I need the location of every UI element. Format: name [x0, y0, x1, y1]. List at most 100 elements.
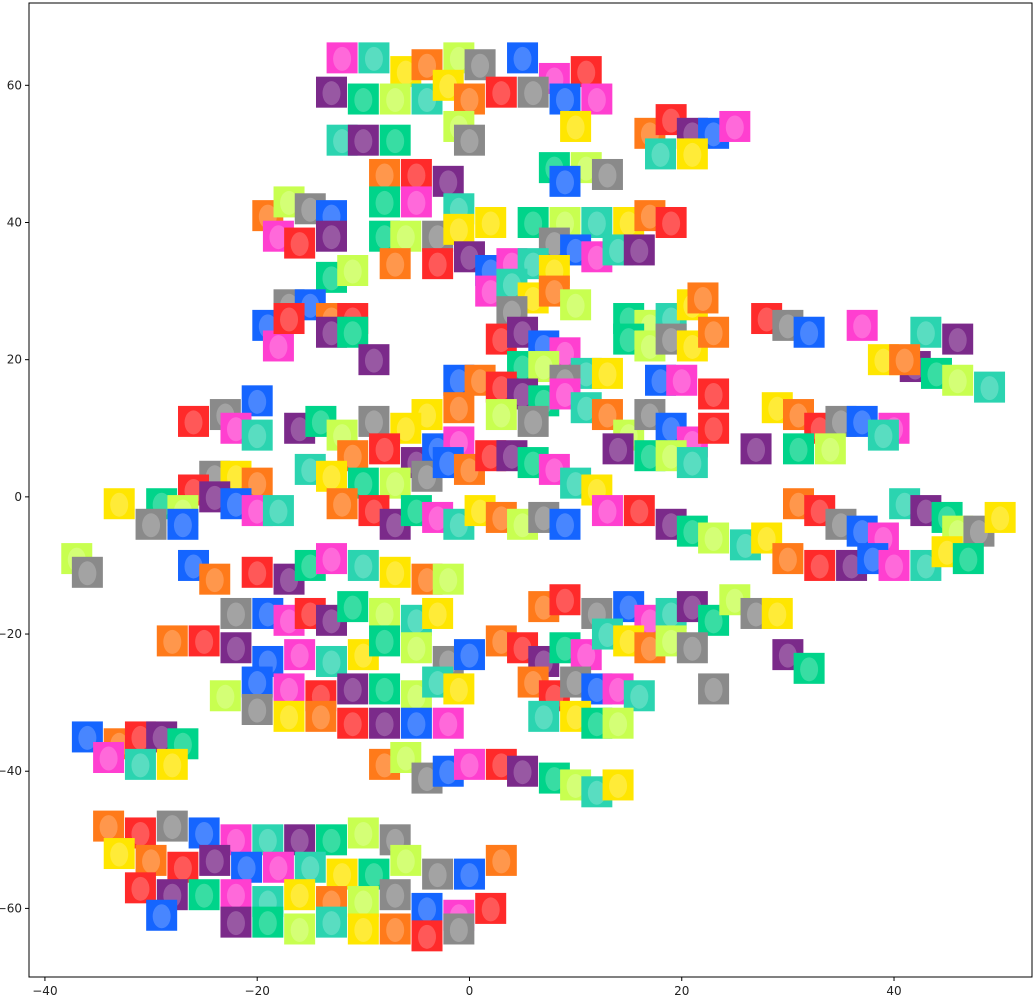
face-thumbnail — [347, 817, 379, 849]
face-thumbnail-highlight — [704, 382, 723, 407]
face-thumbnail-highlight — [226, 492, 245, 517]
face-thumbnail-highlight — [333, 863, 352, 888]
face-thumbnail — [974, 371, 1006, 403]
face-thumbnail — [124, 872, 156, 904]
face-thumbnail — [602, 707, 634, 739]
face-thumbnail-highlight — [237, 856, 256, 881]
face-thumbnail-highlight — [375, 712, 394, 737]
face-thumbnail — [602, 433, 634, 465]
face-thumbnail-highlight — [375, 190, 394, 215]
face-thumbnail — [432, 707, 464, 739]
face-thumbnail — [188, 817, 220, 849]
face-thumbnail-highlight — [248, 499, 267, 524]
face-thumbnail — [262, 851, 294, 883]
face-thumbnail-highlight — [343, 321, 362, 346]
face-thumbnail-highlight — [449, 369, 468, 394]
face-thumbnail-highlight — [333, 492, 352, 517]
face-thumbnail — [676, 138, 708, 170]
face-thumbnail — [379, 248, 411, 280]
face-thumbnail-highlight — [428, 602, 447, 627]
face-thumbnail — [602, 769, 634, 801]
face-thumbnail-highlight — [333, 129, 352, 154]
face-thumbnail — [252, 906, 284, 938]
face-thumbnail — [199, 844, 231, 876]
face-thumbnail-highlight — [693, 286, 712, 311]
face-thumbnail — [315, 76, 347, 108]
face-thumbnail-highlight — [810, 554, 829, 579]
face-thumbnail-highlight — [449, 677, 468, 702]
face-thumbnail-highlight — [184, 554, 203, 579]
face-thumbnail-highlight — [142, 849, 161, 874]
face-thumbnail-highlight — [226, 602, 245, 627]
face-thumbnail-highlight — [842, 554, 861, 579]
face-thumbnail-highlight — [301, 197, 320, 222]
face-thumbnail-highlight — [280, 705, 299, 730]
x-tick-label: 40 — [886, 984, 901, 998]
face-thumbnail-highlight — [418, 897, 437, 922]
face-thumbnail — [698, 522, 730, 554]
y-tick-label: −60 — [0, 901, 22, 915]
face-thumbnail — [209, 680, 241, 712]
face-thumbnail-highlight — [322, 547, 341, 572]
face-thumbnail-highlight — [481, 211, 500, 236]
face-thumbnail — [358, 42, 390, 74]
y-tick-label: 40 — [7, 215, 22, 229]
face-thumbnail — [698, 378, 730, 410]
face-thumbnail — [369, 158, 401, 190]
face-thumbnail-highlight — [301, 554, 320, 579]
face-thumbnail-highlight — [492, 328, 511, 353]
face-thumbnail-highlight — [290, 917, 309, 942]
face-thumbnail-highlight — [534, 595, 553, 620]
face-thumbnail-highlight — [439, 74, 458, 99]
face-thumbnail-highlight — [163, 753, 182, 778]
face-thumbnail — [390, 220, 422, 252]
face-thumbnail-highlight — [916, 321, 935, 346]
face-thumbnail-highlight — [736, 533, 755, 558]
face-thumbnail-highlight — [280, 307, 299, 332]
face-thumbnail-highlight — [226, 636, 245, 661]
face-thumbnail-highlight — [810, 499, 829, 524]
face-thumbnail-highlight — [916, 499, 935, 524]
face-thumbnail — [231, 851, 263, 883]
face-thumbnail-highlight — [704, 527, 723, 552]
face-thumbnail-highlight — [173, 513, 192, 538]
face-thumbnail-highlight — [885, 554, 904, 579]
face-thumbnail-highlight — [640, 444, 659, 469]
face-thumbnail — [793, 652, 825, 684]
face-thumbnail — [337, 591, 369, 623]
face-thumbnail-highlight — [460, 88, 479, 113]
face-thumbnail — [804, 549, 836, 581]
face-thumbnail-highlight — [195, 629, 214, 654]
face-thumbnail — [220, 597, 252, 629]
face-thumbnail-highlight — [152, 904, 171, 929]
face-thumbnail — [517, 405, 549, 437]
face-thumbnail-highlight — [587, 780, 606, 805]
face-thumbnail-highlight — [800, 321, 819, 346]
face-thumbnail-highlight — [460, 643, 479, 668]
face-thumbnail-highlight — [991, 506, 1010, 531]
face-thumbnail-highlight — [386, 561, 405, 586]
face-thumbnail-highlight — [853, 314, 872, 339]
face-thumbnail-highlight — [704, 417, 723, 442]
face-thumbnail-highlight — [449, 513, 468, 538]
face-thumbnail-highlight — [386, 129, 405, 154]
face-thumbnail-highlight — [662, 602, 681, 627]
face-thumbnail-highlight — [354, 890, 373, 915]
face-thumbnail-highlight — [205, 485, 224, 510]
face-thumbnail-highlight — [322, 321, 341, 346]
face-thumbnail-highlight — [163, 815, 182, 840]
face-thumbnail-highlight — [195, 883, 214, 908]
face-thumbnail-highlight — [439, 760, 458, 785]
face-thumbnail — [453, 858, 485, 890]
face-thumbnail — [220, 879, 252, 911]
face-thumbnail-highlight — [927, 362, 946, 387]
face-thumbnail-highlight — [513, 636, 532, 661]
face-thumbnail-highlight — [418, 53, 437, 78]
face-thumbnail-highlight — [545, 767, 564, 792]
face-thumbnail-highlight — [513, 760, 532, 785]
face-thumbnail — [284, 879, 316, 911]
face-thumbnail — [156, 810, 188, 842]
face-thumbnail-highlight — [471, 369, 490, 394]
x-tick-label: 0 — [466, 984, 474, 998]
face-thumbnail-highlight — [322, 911, 341, 936]
